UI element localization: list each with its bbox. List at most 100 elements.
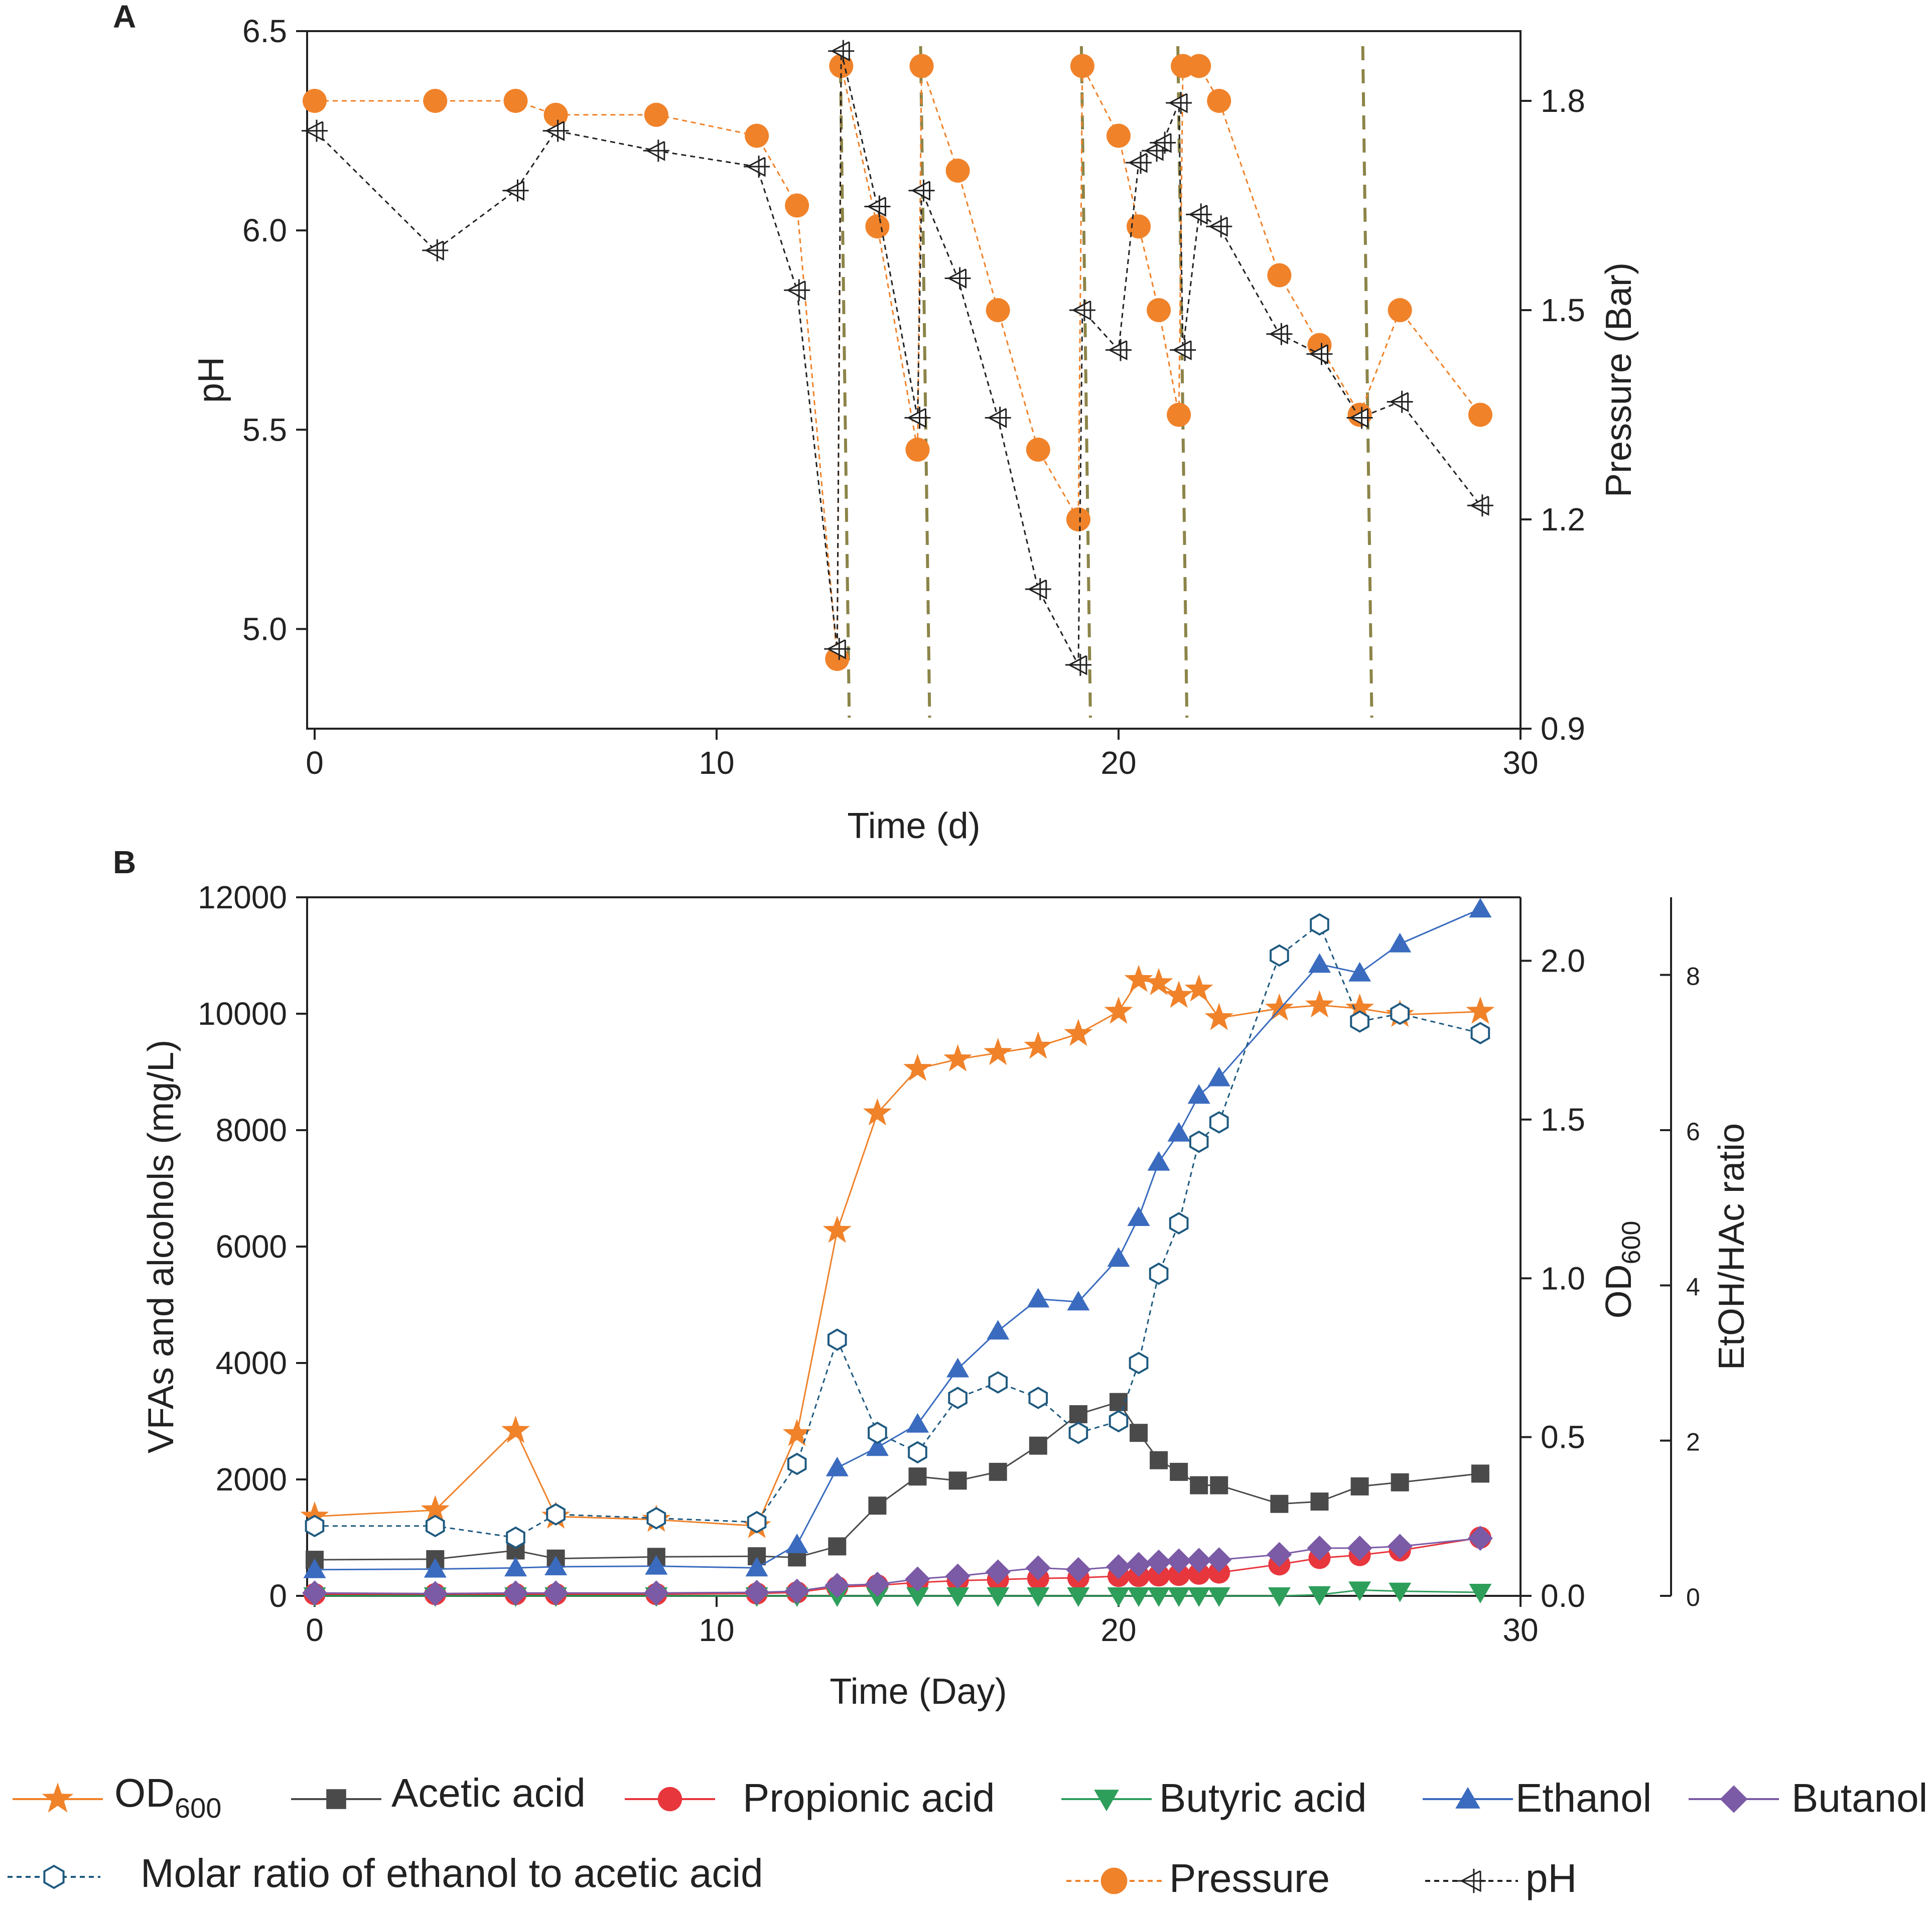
b-acetic-acid-point-11 <box>989 1462 1007 1481</box>
a-ph-point-12 <box>944 267 971 290</box>
b-acetic-acid-point-13 <box>1069 1405 1087 1424</box>
a-pressure-line <box>315 65 1481 659</box>
b-ethanol-point-7 <box>825 1456 849 1476</box>
b-propionic-acid-line <box>315 1537 1481 1595</box>
b-od600-point-24 <box>1466 996 1495 1024</box>
b-butyric-acid-point-20 <box>1268 1587 1291 1607</box>
panel-b-ticks: 0 10 20 300200040006000800010000120000.00.5… <box>198 879 1700 1648</box>
b-y-tick-label-3: 6000 <box>216 1229 287 1265</box>
a-ph-point-14 <box>1025 578 1051 600</box>
b-butanol-point-2 <box>503 1580 528 1606</box>
a-ph-point-4 <box>643 140 669 162</box>
legend-marker-ethanol <box>1455 1787 1480 1809</box>
a-ph-point-20 <box>1150 131 1176 154</box>
a-pressure-point-14 <box>1026 438 1050 462</box>
legend-od-main: OD <box>114 1770 175 1815</box>
legend-marker-acetic-acid <box>326 1789 346 1809</box>
b-y-tick-label-2: 4000 <box>216 1345 287 1381</box>
b-butanol-point-17 <box>1166 1548 1192 1574</box>
b-ethanol-point-5 <box>745 1557 768 1577</box>
b-od600-point-2 <box>501 1416 530 1443</box>
b-butanol-point-19 <box>1206 1547 1232 1573</box>
b-od600-point-12 <box>1024 1031 1053 1059</box>
panel-b-y2-axis-title: OD600 <box>1599 1221 1646 1319</box>
panel-a-y2-axis-title: Pressure (Bar) <box>1599 262 1639 497</box>
a-ph-point-27 <box>1346 406 1373 429</box>
b-butanol-point-1 <box>423 1581 448 1606</box>
b-x-tick-label-3: 30 <box>1502 1612 1538 1648</box>
gas-release-line-0 <box>839 46 851 718</box>
b-ethanol-point-17 <box>1167 1122 1190 1142</box>
b-butanol-point-5 <box>744 1580 770 1605</box>
b-molar-ratio-of-ethanol-to-acetic-acid-point-8 <box>868 1421 887 1444</box>
legend-label-butanol: Butanol <box>1791 1776 1927 1820</box>
a-ph-point-7 <box>824 638 851 660</box>
a-pressure-point-15 <box>1066 507 1090 531</box>
b-acetic-acid-point-10 <box>948 1471 967 1490</box>
b-butyric-acid-point-9 <box>906 1587 929 1607</box>
b-butanol-point-15 <box>1126 1552 1152 1577</box>
a-pressure-point-16 <box>1070 54 1094 78</box>
panel-b-series <box>300 898 1495 1607</box>
panel-a-label: A <box>113 0 136 35</box>
a-ph-point-16 <box>1069 299 1095 321</box>
b-y-tick-label-1: 2000 <box>216 1461 287 1497</box>
legend-marker-od600 <box>42 1783 74 1813</box>
b-y3-tick-label-3: 6 <box>1686 1118 1700 1146</box>
b-butanol-point-16 <box>1146 1549 1172 1575</box>
a-ph-point-29 <box>1467 494 1493 517</box>
b-y2-tick-label-0: 0.0 <box>1541 1578 1585 1614</box>
b-molar-ratio-of-ethanol-to-acetic-acid-point-20 <box>1270 944 1289 967</box>
a-pressure-point-5 <box>745 123 769 148</box>
gas-release-line-1 <box>919 46 931 718</box>
a-ph-point-9 <box>864 195 891 218</box>
legend: OD600 Acetic acid Propionic acid Butyric… <box>8 1770 1927 1900</box>
b-butanol-line <box>314 1537 1481 1594</box>
b-butanol-point-4 <box>643 1580 669 1606</box>
b-acetic-acid-point-8 <box>868 1496 887 1515</box>
b-od600-point-14 <box>1104 996 1133 1024</box>
b-molar-ratio-of-ethanol-to-acetic-acid-point-10 <box>948 1387 968 1409</box>
b-molar-ratio-of-ethanol-to-acetic-acid-point-2 <box>506 1526 525 1549</box>
a-pressure-point-28 <box>1468 402 1492 427</box>
panel-a-ticks: 0 10 20 30 5.0 5.5 6.0 6.5 0.9 1.2 1.5 1.8 <box>242 13 1585 781</box>
b-ethanol-point-12 <box>1027 1288 1050 1308</box>
a-pressure-point-20 <box>1167 402 1191 427</box>
b-y3-tick-label-0: 0 <box>1686 1583 1700 1611</box>
b-butyric-acid-point-14 <box>1107 1587 1130 1607</box>
b-od600-point-13 <box>1064 1019 1093 1046</box>
b-ethanol-point-20 <box>1308 953 1331 973</box>
gas-release-line-4 <box>1361 46 1373 718</box>
a-y-tick-label-0: 5.0 <box>242 611 287 647</box>
legend-label-od600: OD600 <box>114 1770 221 1824</box>
b-butanol-point-9 <box>905 1566 930 1592</box>
b-butanol-point-13 <box>1065 1557 1091 1582</box>
b-propionic-acid-point-18 <box>1188 1562 1210 1585</box>
b-y3-tick-label-2: 4 <box>1686 1273 1700 1301</box>
b-ethanol-point-4 <box>645 1555 668 1575</box>
a-pressure-point-13 <box>986 298 1010 322</box>
legend-marker-butanol <box>1720 1785 1748 1813</box>
gas-release-line-2 <box>1079 46 1092 718</box>
b-molar-ratio-of-ethanol-to-acetic-acid-point-6 <box>787 1452 807 1475</box>
b-acetic-acid-point-23 <box>1391 1473 1409 1491</box>
b-butyric-acid-point-13 <box>1067 1587 1090 1607</box>
b-ethanol-point-19 <box>1207 1066 1230 1086</box>
a-pressure-point-6 <box>785 193 809 218</box>
b-molar-ratio-of-ethanol-to-acetic-acid-point-1 <box>426 1515 445 1538</box>
a-ph-point-21 <box>1166 91 1192 114</box>
a-pressure-point-2 <box>503 89 528 113</box>
b-molar-ratio-of-ethanol-to-acetic-acid-point-11 <box>988 1371 1008 1394</box>
b-acetic-acid-point-7 <box>828 1537 847 1556</box>
b-ethanol-point-0 <box>303 1558 326 1578</box>
b-molar-ratio-of-ethanol-to-acetic-acid-point-5 <box>747 1511 767 1534</box>
a-pressure-point-11 <box>909 54 934 78</box>
a-ph-point-8 <box>828 40 855 62</box>
b-y2-tick-label-1: 0.5 <box>1541 1419 1585 1455</box>
b-molar-ratio-of-ethanol-to-acetic-acid-point-9 <box>908 1441 927 1464</box>
b-molar-ratio-of-ethanol-to-acetic-acid-point-14 <box>1109 1410 1129 1433</box>
b-acetic-acid-point-18 <box>1190 1476 1208 1494</box>
b-butanol-point-3 <box>543 1580 569 1606</box>
a-ph-point-11 <box>908 179 935 202</box>
b-x-tick-label-2: 20 <box>1100 1612 1136 1648</box>
